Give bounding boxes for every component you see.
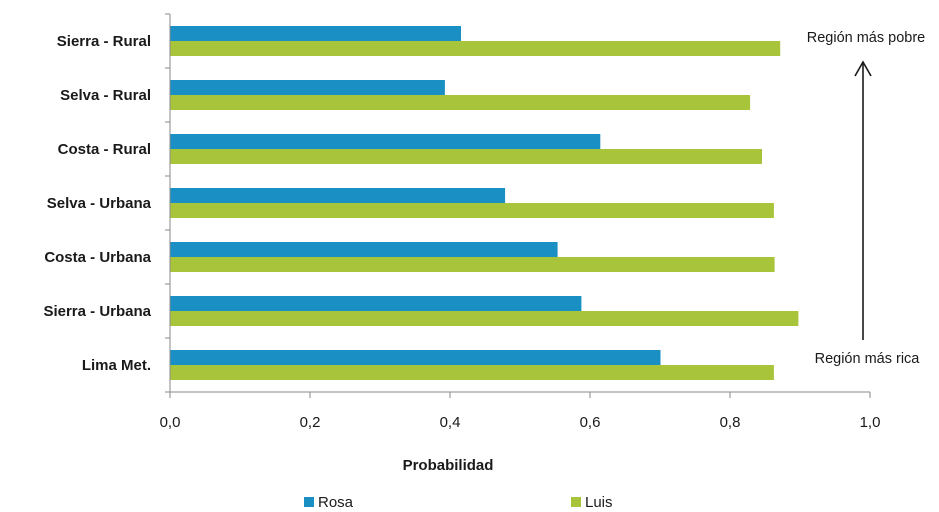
category-label-sierra-rural: Sierra - Rural [57,33,151,50]
bar-rosa-selva-urbana [170,188,506,203]
bar-rosa-lima-met [170,350,661,365]
category-label-selva-rural: Selva - Rural [60,87,151,104]
category-label-sierra-urbana: Sierra - Urbana [43,303,151,320]
bars-layer [170,26,799,380]
ticks-layer [165,13,871,398]
category-label-costa-rural: Costa - Rural [58,141,151,158]
legend-swatch-rosa [304,497,314,507]
bar-luis-selva-urbana [170,203,774,218]
annotation-richest: Región más rica [815,351,921,367]
bar-luis-costa-rural [170,149,762,164]
x-tick-label: 0,4 [440,414,461,431]
bar-rosa-sierra-rural [170,26,461,41]
legend: Rosa Luis [304,494,613,511]
bar-luis-sierra-urbana [170,311,799,326]
category-labels: Sierra - Rural Selva - Rural Costa - Rural… [43,33,151,374]
legend-label-rosa: Rosa [318,494,354,511]
axes-layer [169,14,870,393]
category-label-selva-urbana: Selva - Urbana [47,195,152,212]
x-tick-label: 1,0 [860,414,881,431]
bar-luis-selva-rural [170,95,751,110]
bar-rosa-costa-rural [170,134,601,149]
x-axis-title: Probabilidad [403,457,494,474]
x-tick-label: 0,8 [720,414,741,431]
bar-rosa-selva-rural [170,80,445,95]
poverty-arrow [854,60,872,340]
annotation-poorest: Región más pobre [807,30,926,46]
x-tick-label: 0,0 [160,414,181,431]
legend-swatch-luis [571,497,581,507]
arrow-head [854,60,872,77]
category-label-costa-urbana: Costa - Urbana [44,249,151,266]
bar-rosa-costa-urbana [170,242,558,257]
bar-luis-lima-met [170,365,774,380]
x-tick-labels: 0,0 0,2 0,4 0,6 0,8 1,0 [160,414,881,431]
category-label-lima-met: Lima Met. [82,357,151,374]
x-tick-label: 0,6 [580,414,601,431]
bar-rosa-sierra-urbana [170,296,582,311]
bar-luis-costa-urbana [170,257,775,272]
x-tick-label: 0,2 [300,414,321,431]
legend-label-luis: Luis [585,494,613,511]
bar-luis-sierra-rural [170,41,781,56]
